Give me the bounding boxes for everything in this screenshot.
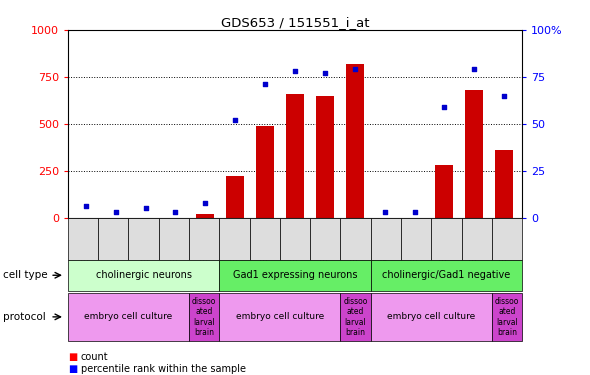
Point [320, 70, 330, 76]
Text: percentile rank within the sample: percentile rank within the sample [81, 364, 246, 374]
Text: ■: ■ [68, 364, 77, 374]
Text: embryo cell culture: embryo cell culture [84, 312, 172, 321]
Bar [196, 214, 214, 217]
Point [440, 104, 449, 110]
Point [201, 200, 210, 206]
Bar [286, 94, 304, 218]
Point [470, 66, 479, 72]
Point [231, 117, 240, 123]
Point [290, 68, 300, 74]
Text: protocol: protocol [3, 312, 45, 322]
Bar [226, 176, 244, 218]
Bar [256, 126, 274, 218]
Text: cholinergic/Gad1 negative: cholinergic/Gad1 negative [382, 270, 510, 280]
Bar [316, 96, 334, 218]
Point [260, 81, 270, 87]
Text: Gad1 expressing neurons: Gad1 expressing neurons [232, 270, 358, 280]
Text: dissoo
ated
larval
brain: dissoo ated larval brain [192, 297, 217, 337]
Text: count: count [81, 352, 109, 362]
Text: ■: ■ [68, 352, 77, 362]
Point [111, 209, 120, 215]
Point [81, 203, 90, 209]
Text: embryo cell culture: embryo cell culture [236, 312, 324, 321]
Title: GDS653 / 151551_i_at: GDS653 / 151551_i_at [221, 16, 369, 29]
Text: dissoo
ated
larval
brain: dissoo ated larval brain [495, 297, 519, 337]
Point [350, 66, 359, 72]
Bar [495, 150, 513, 217]
Text: embryo cell culture: embryo cell culture [387, 312, 476, 321]
Bar [435, 165, 453, 218]
Point [500, 93, 509, 99]
Point [171, 209, 180, 215]
Point [141, 205, 150, 211]
Bar [466, 90, 483, 218]
Text: cell type: cell type [3, 270, 48, 280]
Point [380, 209, 389, 215]
Text: dissoo
ated
larval
brain: dissoo ated larval brain [343, 297, 368, 337]
Text: cholinergic neurons: cholinergic neurons [96, 270, 192, 280]
Bar [346, 64, 364, 217]
Point [410, 209, 419, 215]
